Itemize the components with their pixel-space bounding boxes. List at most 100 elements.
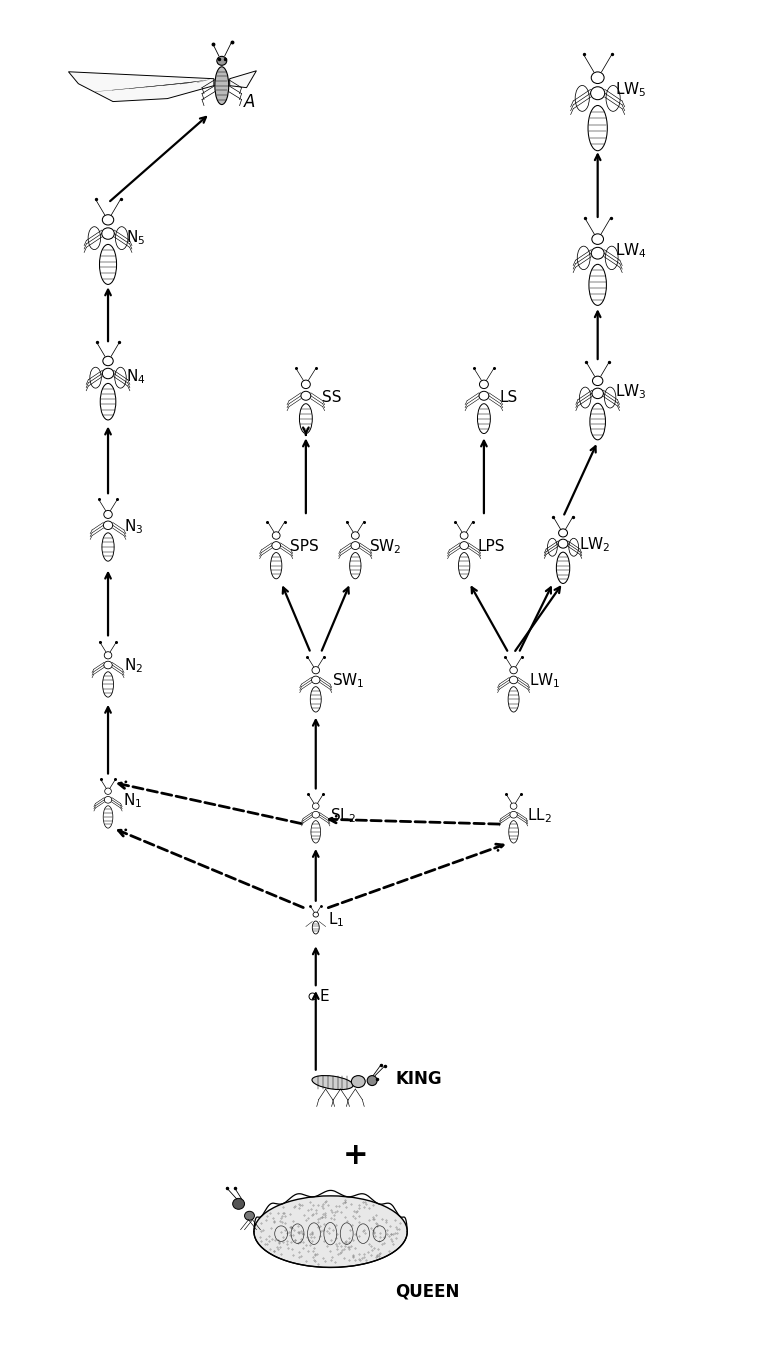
Text: L$_1$: L$_1$ <box>327 910 344 929</box>
Text: KING: KING <box>396 1070 443 1088</box>
Ellipse shape <box>300 404 313 433</box>
Ellipse shape <box>233 1199 245 1210</box>
Ellipse shape <box>90 367 102 388</box>
Ellipse shape <box>102 215 114 225</box>
Polygon shape <box>229 71 256 88</box>
Text: SL$_2$: SL$_2$ <box>330 806 356 825</box>
Text: N$_3$: N$_3$ <box>124 518 143 536</box>
Ellipse shape <box>510 677 517 684</box>
Ellipse shape <box>245 1211 254 1221</box>
Ellipse shape <box>103 806 113 827</box>
Text: QUEEN: QUEEN <box>395 1282 459 1300</box>
Ellipse shape <box>351 541 360 549</box>
Text: SW$_1$: SW$_1$ <box>332 671 364 690</box>
Ellipse shape <box>313 921 320 934</box>
Ellipse shape <box>272 541 280 549</box>
Ellipse shape <box>102 227 114 240</box>
Ellipse shape <box>88 226 101 249</box>
Ellipse shape <box>590 403 605 440</box>
Ellipse shape <box>311 821 320 843</box>
Ellipse shape <box>477 404 490 433</box>
Ellipse shape <box>367 1075 377 1085</box>
Ellipse shape <box>312 811 320 818</box>
Ellipse shape <box>558 540 568 548</box>
Text: LW$_4$: LW$_4$ <box>615 241 648 260</box>
Text: N$_2$: N$_2$ <box>124 656 143 675</box>
Ellipse shape <box>588 105 608 151</box>
Ellipse shape <box>547 538 557 556</box>
Ellipse shape <box>301 392 311 400</box>
Ellipse shape <box>557 552 570 584</box>
Ellipse shape <box>460 541 468 549</box>
Ellipse shape <box>592 377 603 385</box>
Ellipse shape <box>510 667 517 674</box>
Ellipse shape <box>351 532 360 540</box>
Text: A: A <box>243 93 255 111</box>
Ellipse shape <box>104 796 112 803</box>
Text: SPS: SPS <box>290 540 319 555</box>
Ellipse shape <box>104 511 112 518</box>
Ellipse shape <box>604 388 616 408</box>
Ellipse shape <box>458 552 470 578</box>
Ellipse shape <box>104 652 112 659</box>
Text: N$_5$: N$_5$ <box>126 229 146 247</box>
Ellipse shape <box>575 85 589 111</box>
Ellipse shape <box>116 226 128 249</box>
Ellipse shape <box>104 662 112 669</box>
Ellipse shape <box>569 538 578 556</box>
Ellipse shape <box>103 356 113 366</box>
Ellipse shape <box>480 379 488 389</box>
Ellipse shape <box>102 533 114 562</box>
Ellipse shape <box>460 532 468 540</box>
Text: +: + <box>343 1141 368 1170</box>
Polygon shape <box>69 71 214 101</box>
Ellipse shape <box>479 392 489 400</box>
Ellipse shape <box>510 811 517 818</box>
Ellipse shape <box>102 671 113 697</box>
Text: LS: LS <box>500 390 518 406</box>
Ellipse shape <box>591 86 604 100</box>
Ellipse shape <box>511 803 517 810</box>
Ellipse shape <box>578 247 590 270</box>
Ellipse shape <box>254 1196 407 1267</box>
Ellipse shape <box>312 677 320 684</box>
Ellipse shape <box>217 56 226 66</box>
Ellipse shape <box>589 264 607 306</box>
Ellipse shape <box>591 71 604 84</box>
Text: N$_4$: N$_4$ <box>126 367 146 386</box>
Ellipse shape <box>312 1075 353 1089</box>
Ellipse shape <box>592 234 604 244</box>
Ellipse shape <box>591 248 604 259</box>
Ellipse shape <box>100 384 116 421</box>
Ellipse shape <box>313 912 319 917</box>
Ellipse shape <box>103 521 112 530</box>
Ellipse shape <box>99 244 116 285</box>
Ellipse shape <box>102 369 114 378</box>
Ellipse shape <box>270 552 282 578</box>
Ellipse shape <box>508 686 519 712</box>
Ellipse shape <box>351 1075 365 1088</box>
Ellipse shape <box>115 367 126 388</box>
Ellipse shape <box>592 388 604 399</box>
Ellipse shape <box>509 821 518 843</box>
Text: N$_1$: N$_1$ <box>123 790 142 810</box>
Ellipse shape <box>313 803 319 810</box>
Ellipse shape <box>301 379 310 389</box>
Ellipse shape <box>215 67 229 104</box>
Text: LPS: LPS <box>478 540 505 555</box>
Ellipse shape <box>310 686 321 712</box>
Text: LL$_2$: LL$_2$ <box>527 806 552 825</box>
Ellipse shape <box>558 529 567 537</box>
Text: LW$_5$: LW$_5$ <box>615 81 647 99</box>
Text: SW$_2$: SW$_2$ <box>369 537 402 556</box>
Text: E: E <box>320 989 330 1004</box>
Ellipse shape <box>350 552 361 578</box>
Text: LW$_3$: LW$_3$ <box>615 382 647 401</box>
Text: SS: SS <box>322 390 341 406</box>
Ellipse shape <box>606 85 620 111</box>
Ellipse shape <box>580 388 591 408</box>
Ellipse shape <box>605 247 618 270</box>
Ellipse shape <box>273 532 280 540</box>
Text: LW$_2$: LW$_2$ <box>579 536 611 555</box>
Ellipse shape <box>312 667 320 674</box>
